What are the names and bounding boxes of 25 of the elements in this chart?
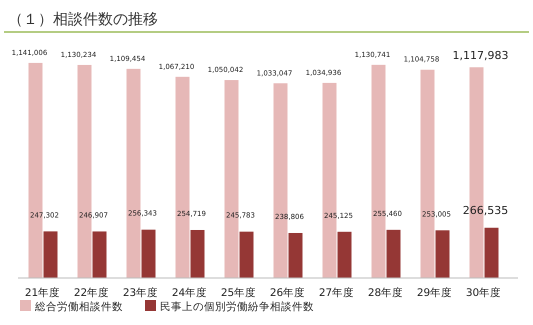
bar: [92, 231, 106, 278]
x-tick-label: 30年度: [466, 286, 502, 299]
x-tick-label: 22年度: [74, 286, 110, 299]
x-tick-label: 25年度: [220, 286, 256, 299]
bar: [386, 230, 400, 278]
bar: [484, 228, 498, 278]
bar: [240, 232, 254, 278]
bar: [288, 232, 302, 278]
x-tick-label: 21年度: [24, 286, 60, 299]
bar: [142, 230, 156, 278]
data-label: 266,535: [462, 204, 508, 217]
bar: [338, 232, 352, 278]
x-tick-label: 24年度: [172, 286, 208, 299]
legend-label: 民事上の個別労働紛争相談件数: [160, 300, 314, 313]
legend-label: 総合労働相談件数: [34, 300, 123, 313]
bar: [436, 230, 450, 278]
bar: [44, 231, 58, 278]
x-tick-label: 27年度: [318, 286, 354, 299]
x-tick-label: 26年度: [270, 286, 306, 299]
x-tick-label: 28年度: [368, 286, 404, 299]
x-tick-label: 23年度: [122, 286, 158, 299]
data-label: 1,117,983: [452, 49, 508, 62]
title: （１）相談件数の推移: [8, 10, 158, 28]
x-tick-label: 29年度: [416, 286, 452, 299]
bar: [190, 230, 204, 278]
